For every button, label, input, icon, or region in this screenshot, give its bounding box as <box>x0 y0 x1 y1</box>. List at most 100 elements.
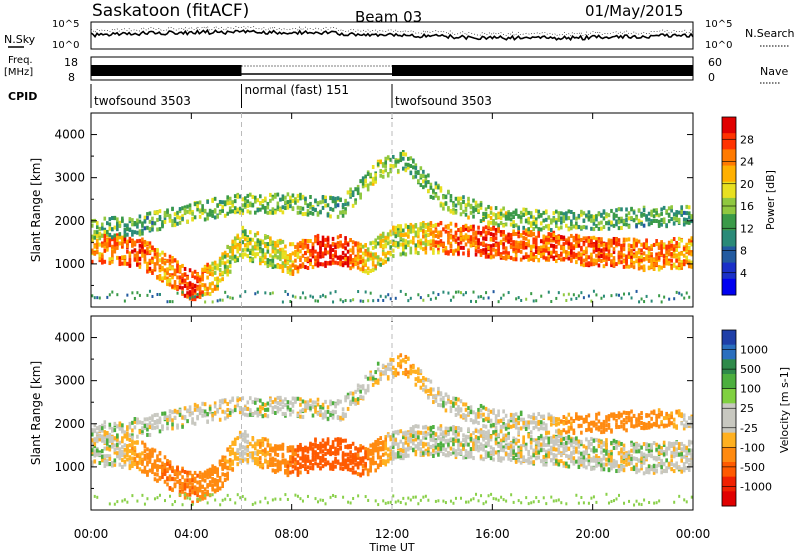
echo-cell <box>680 205 684 210</box>
echo-cell <box>339 462 342 467</box>
echo-cell <box>379 377 383 382</box>
echo-cell <box>364 290 367 294</box>
echo-cell <box>113 458 117 463</box>
echo-cell <box>226 269 230 274</box>
echo-cell <box>186 294 189 299</box>
echo-cell <box>221 270 224 275</box>
echo-cell <box>188 412 192 417</box>
echo-cell <box>171 300 174 304</box>
echo-cell <box>682 253 686 258</box>
echo-cell <box>299 296 302 300</box>
echo-cell <box>587 294 590 298</box>
echo-cell <box>376 241 380 246</box>
echo-cell <box>344 438 347 443</box>
echo-cell <box>276 459 280 464</box>
echo-cell <box>587 238 591 243</box>
echo-cell <box>221 472 224 477</box>
echo-cell <box>173 415 177 420</box>
echo-cell <box>238 407 242 412</box>
echo-cell <box>354 389 357 394</box>
echo-cell <box>111 235 114 240</box>
echo-cell <box>301 245 305 250</box>
echo-cell <box>123 255 127 260</box>
echo-cell <box>316 211 320 216</box>
echo-cell <box>600 248 603 253</box>
echo-cell <box>166 482 169 487</box>
echo-cell <box>296 461 300 466</box>
echo-cell <box>226 401 230 406</box>
echo-cell <box>103 446 107 451</box>
echo-cell <box>517 214 520 219</box>
echo-cell <box>645 245 648 250</box>
echo-cell <box>319 295 322 299</box>
echo-cell <box>484 250 488 255</box>
echo-cell <box>492 247 495 252</box>
echo-cell <box>246 199 250 204</box>
echo-cell <box>244 497 247 501</box>
echo-cell <box>264 235 267 240</box>
echo-cell <box>233 408 237 413</box>
echo-cell <box>269 253 272 258</box>
echo-cell <box>379 447 383 452</box>
echo-cell <box>620 225 623 230</box>
echo-cell <box>384 459 388 464</box>
echo-cell <box>166 417 169 422</box>
echo-cell <box>143 249 147 254</box>
echo-cell <box>422 174 425 179</box>
echo-cell <box>326 250 330 255</box>
echo-cell <box>158 264 162 269</box>
echo-cell <box>529 256 533 261</box>
echo-cell <box>580 212 583 217</box>
echo-cell <box>532 232 536 237</box>
echo-cell <box>98 236 102 241</box>
echo-cell <box>241 233 245 238</box>
echo-cell <box>334 459 337 464</box>
echo-cell <box>670 258 673 263</box>
echo-cell <box>554 244 558 249</box>
echo-cell <box>198 408 202 413</box>
echo-cell <box>319 200 322 205</box>
echo-cell <box>168 259 172 264</box>
echo-cell <box>121 458 124 463</box>
echo-cell <box>243 435 247 440</box>
echo-cell <box>236 242 240 247</box>
echo-cell <box>389 245 393 250</box>
echo-cell <box>567 242 571 247</box>
echo-cell <box>386 376 390 381</box>
echo-cell <box>464 233 468 238</box>
echo-cell <box>359 447 362 452</box>
echo-cell <box>176 221 179 226</box>
echo-cell <box>226 447 230 452</box>
echo-cell <box>173 212 177 217</box>
echo-cell <box>143 252 147 257</box>
echo-cell <box>677 242 681 247</box>
echo-cell <box>322 293 325 297</box>
echo-cell <box>547 257 551 262</box>
echo-cell <box>168 218 172 223</box>
echo-cell <box>173 217 177 222</box>
echo-cell <box>612 256 616 261</box>
echo-cell <box>143 259 147 264</box>
echo-cell <box>223 267 227 272</box>
echo-cell <box>213 196 217 201</box>
echo-cell <box>544 237 548 242</box>
echo-cell <box>103 439 107 444</box>
echo-cell <box>186 470 189 475</box>
echo-cell <box>243 232 247 237</box>
echo-cell <box>675 258 678 263</box>
echo-cell <box>357 494 360 498</box>
echo-cell <box>366 447 370 452</box>
site-title: Saskatoon (fitACF) <box>92 1 249 21</box>
echo-cell <box>549 218 553 223</box>
echo-cell <box>286 202 290 207</box>
echo-cell <box>301 446 305 451</box>
echo-cell <box>299 465 302 470</box>
echo-cell <box>391 164 395 169</box>
echo-cell <box>477 243 480 248</box>
echo-cell <box>108 456 112 461</box>
echo-cell <box>188 268 192 273</box>
echo-cell <box>349 467 352 472</box>
echo-cell <box>128 227 132 232</box>
echo-cell <box>266 450 270 455</box>
echo-cell <box>364 243 367 248</box>
